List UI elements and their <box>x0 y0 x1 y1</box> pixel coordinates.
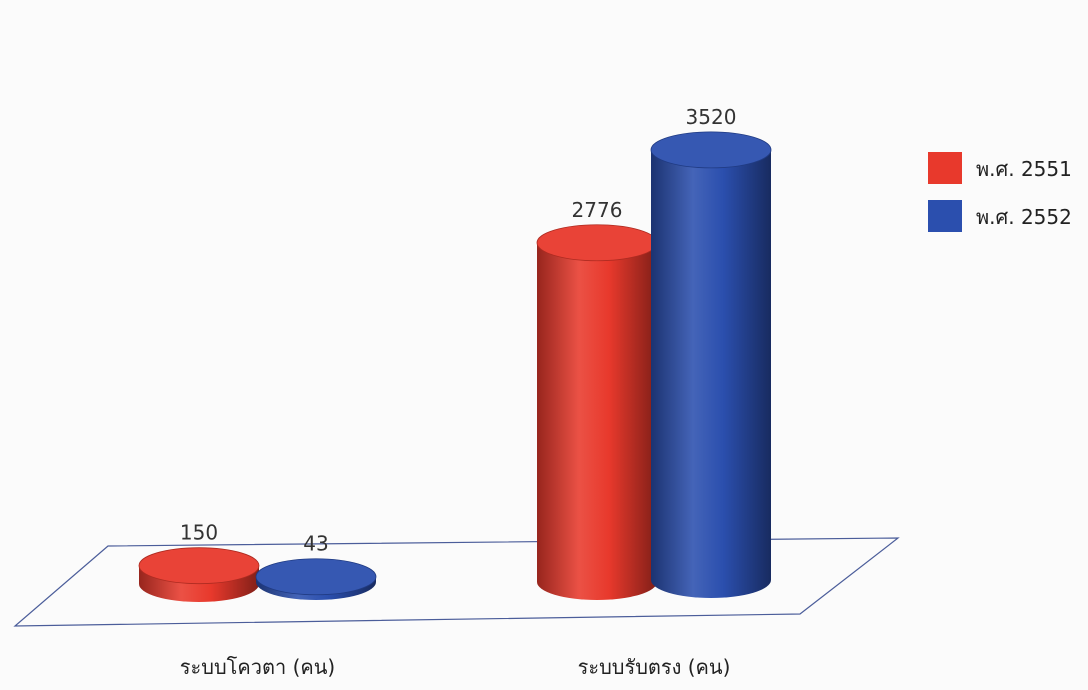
bar-top-1-1 <box>650 131 772 169</box>
data-label-1-1: 3520 <box>686 105 737 129</box>
data-label-1-0: 2776 <box>572 198 623 222</box>
bar-top-1-0 <box>536 224 658 262</box>
category-label-1: ระบบรับตรง (คน) <box>578 655 731 679</box>
data-label-0-1: 43 <box>303 532 328 556</box>
legend-swatch-1 <box>928 200 962 232</box>
bar-1-1 <box>651 149 771 598</box>
bar-top-0-0 <box>138 547 260 585</box>
legend-label-0: พ.ศ. 2551 <box>976 157 1072 181</box>
legend-swatch-0 <box>928 152 962 184</box>
labels-group: 150 43 ระบบโควตา (คน) 2776 3520 ระบบรับตรง (ค… <box>180 105 737 679</box>
bar-top-0-1 <box>255 558 377 596</box>
bars-group <box>138 131 772 602</box>
legend: พ.ศ. 2551 พ.ศ. 2552 <box>928 152 1072 232</box>
data-label-0-0: 150 <box>180 521 218 545</box>
legend-label-1: พ.ศ. 2552 <box>976 205 1072 229</box>
category-label-0: ระบบโควตา (คน) <box>180 655 335 679</box>
bar-1-0 <box>537 242 657 600</box>
